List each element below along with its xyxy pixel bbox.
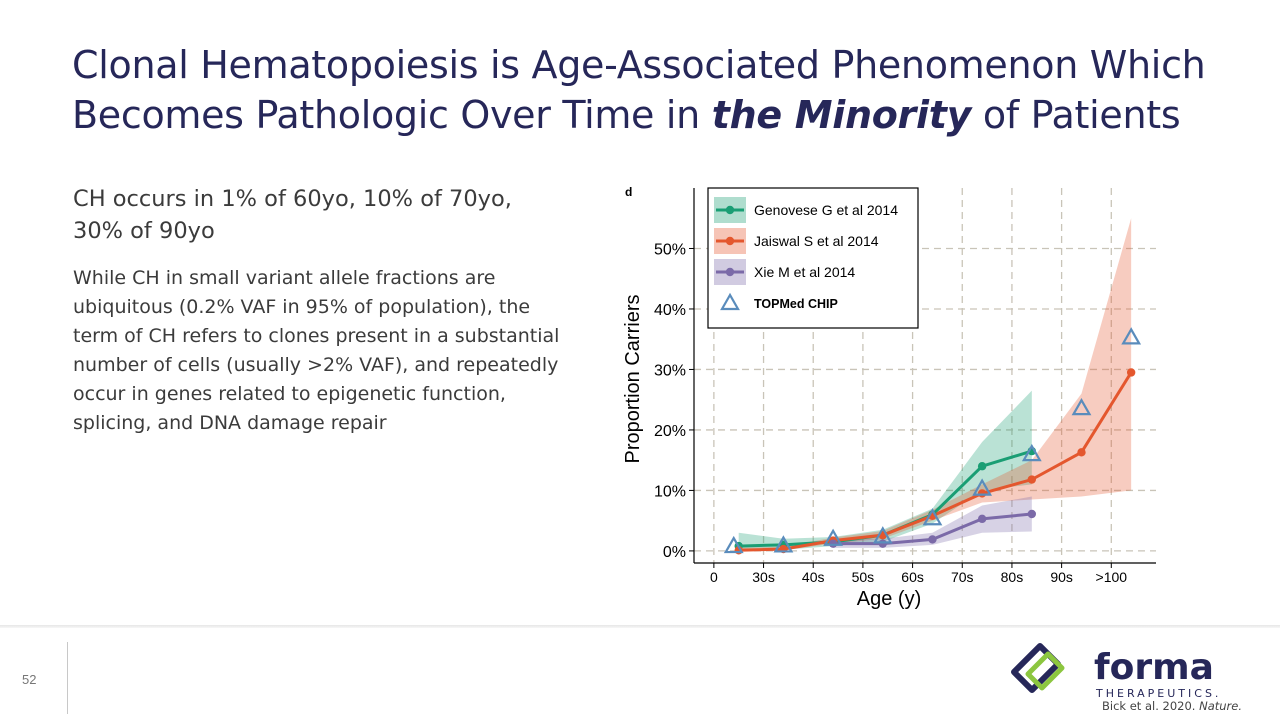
- confidence-bands: [738, 218, 1132, 551]
- x-tick-label: >100: [1096, 569, 1128, 585]
- topmed-triangle-point: [723, 535, 744, 554]
- citation: Bick et al. 2020. Nature.: [1102, 699, 1242, 713]
- topmed-triangle-point: [872, 526, 893, 544]
- legend-label: Xie M et al 2014: [754, 264, 855, 280]
- topmed-triangle-point: [1021, 443, 1042, 462]
- confidence-band: [738, 218, 1132, 551]
- x-tick-label: 90s: [1050, 569, 1073, 585]
- series-point: [928, 535, 937, 544]
- legend-label: TOPMed CHIP: [754, 297, 838, 311]
- logo-mark-icon: [1011, 643, 1065, 693]
- series-point: [1126, 368, 1136, 377]
- x-axis-title: Age (y): [857, 588, 921, 610]
- legend: Genovese G et al 2014 Jaiswal S et al 201…: [707, 187, 919, 329]
- lead-statement: CH occurs in 1% of 60yo, 10% of 70yo, 30…: [73, 186, 512, 244]
- topmed-triangle-point: [922, 508, 943, 526]
- x-tick-label: 30s: [752, 569, 775, 585]
- series-point: [1027, 509, 1037, 519]
- citation-authors: Bick et al. 2020.: [1102, 699, 1200, 713]
- title-line-1: Clonal Hematopoiesis is Age-Associated P…: [72, 43, 1206, 87]
- footer-divider: [0, 625, 1280, 628]
- legend-marker: [720, 292, 740, 311]
- citation-journal: Nature.: [1199, 699, 1242, 713]
- series-point: [828, 539, 838, 548]
- confidence-band: [738, 390, 1032, 551]
- legend-label: Genovese G et al 2014: [754, 202, 898, 218]
- y-tick-label: 10%: [654, 483, 686, 500]
- confidence-band: [833, 496, 1032, 548]
- series-point: [977, 514, 987, 524]
- y-tick-label: 50%: [654, 241, 686, 258]
- x-tick-label: 40s: [802, 569, 825, 585]
- topmed-triangle-point: [823, 528, 843, 546]
- logo-wordmark: forma: [1094, 647, 1214, 688]
- x-tick-label: 50s: [852, 569, 875, 585]
- x-tick-label: 0: [710, 569, 718, 585]
- legend-label: Jaiswal S et al 2014: [754, 233, 879, 249]
- legend-marker: [725, 205, 735, 215]
- x-tick-label: 70s: [951, 569, 974, 585]
- y-tick-label: 0%: [663, 544, 686, 561]
- series-point: [977, 489, 987, 498]
- series-point: [878, 539, 887, 548]
- y-tick-label: 30%: [654, 362, 686, 379]
- series-point: [977, 462, 987, 471]
- legend-marker: [725, 267, 735, 277]
- chart-panel: d 0% 10% 20% 30% 40% 50% 0 30s 40s 50s 60s 70s 80s 90…: [622, 183, 1162, 617]
- series-point: [1027, 475, 1037, 484]
- topmed-triangle-point: [1071, 397, 1092, 416]
- series-point: [1077, 448, 1086, 457]
- x-tick-label: 80s: [1001, 569, 1024, 585]
- footer-separator: [67, 642, 68, 714]
- title-emphasis: the Minority: [711, 93, 972, 137]
- panel-label: d: [625, 185, 632, 199]
- body-paragraph: While CH in small variant allele fractio…: [73, 267, 560, 434]
- title-line-2-prefix: Becomes Pathologic Over Time in: [72, 93, 712, 137]
- series-points: [723, 327, 1142, 555]
- y-tick-label: 20%: [654, 423, 686, 440]
- legend-marker: [725, 236, 735, 246]
- slide-title: Clonal Hematopoiesis is Age-Associated P…: [72, 40, 1252, 140]
- page-number: 52: [22, 672, 37, 687]
- x-tick-label: 60s: [901, 569, 924, 585]
- title-line-2-suffix: of Patients: [971, 93, 1181, 137]
- prevalence-chart: d 0% 10% 20% 30% 40% 50% 0 30s 40s 50s 60s 70s 80s 90…: [622, 185, 1156, 610]
- topmed-triangle-point: [773, 535, 794, 553]
- company-logo: forma THERAPEUTICS.: [1010, 642, 1250, 706]
- topmed-triangle-point: [1121, 327, 1142, 345]
- y-axis-title: Proportion Carriers: [622, 295, 644, 464]
- axes: 0% 10% 20% 30% 40% 50% 0 30s 40s 50s 60s 70s 80s 90s >…: [654, 188, 1156, 585]
- topmed-triangle-point: [972, 478, 993, 496]
- y-tick-label: 40%: [654, 302, 686, 319]
- logo-tagline: THERAPEUTICS.: [1095, 687, 1221, 700]
